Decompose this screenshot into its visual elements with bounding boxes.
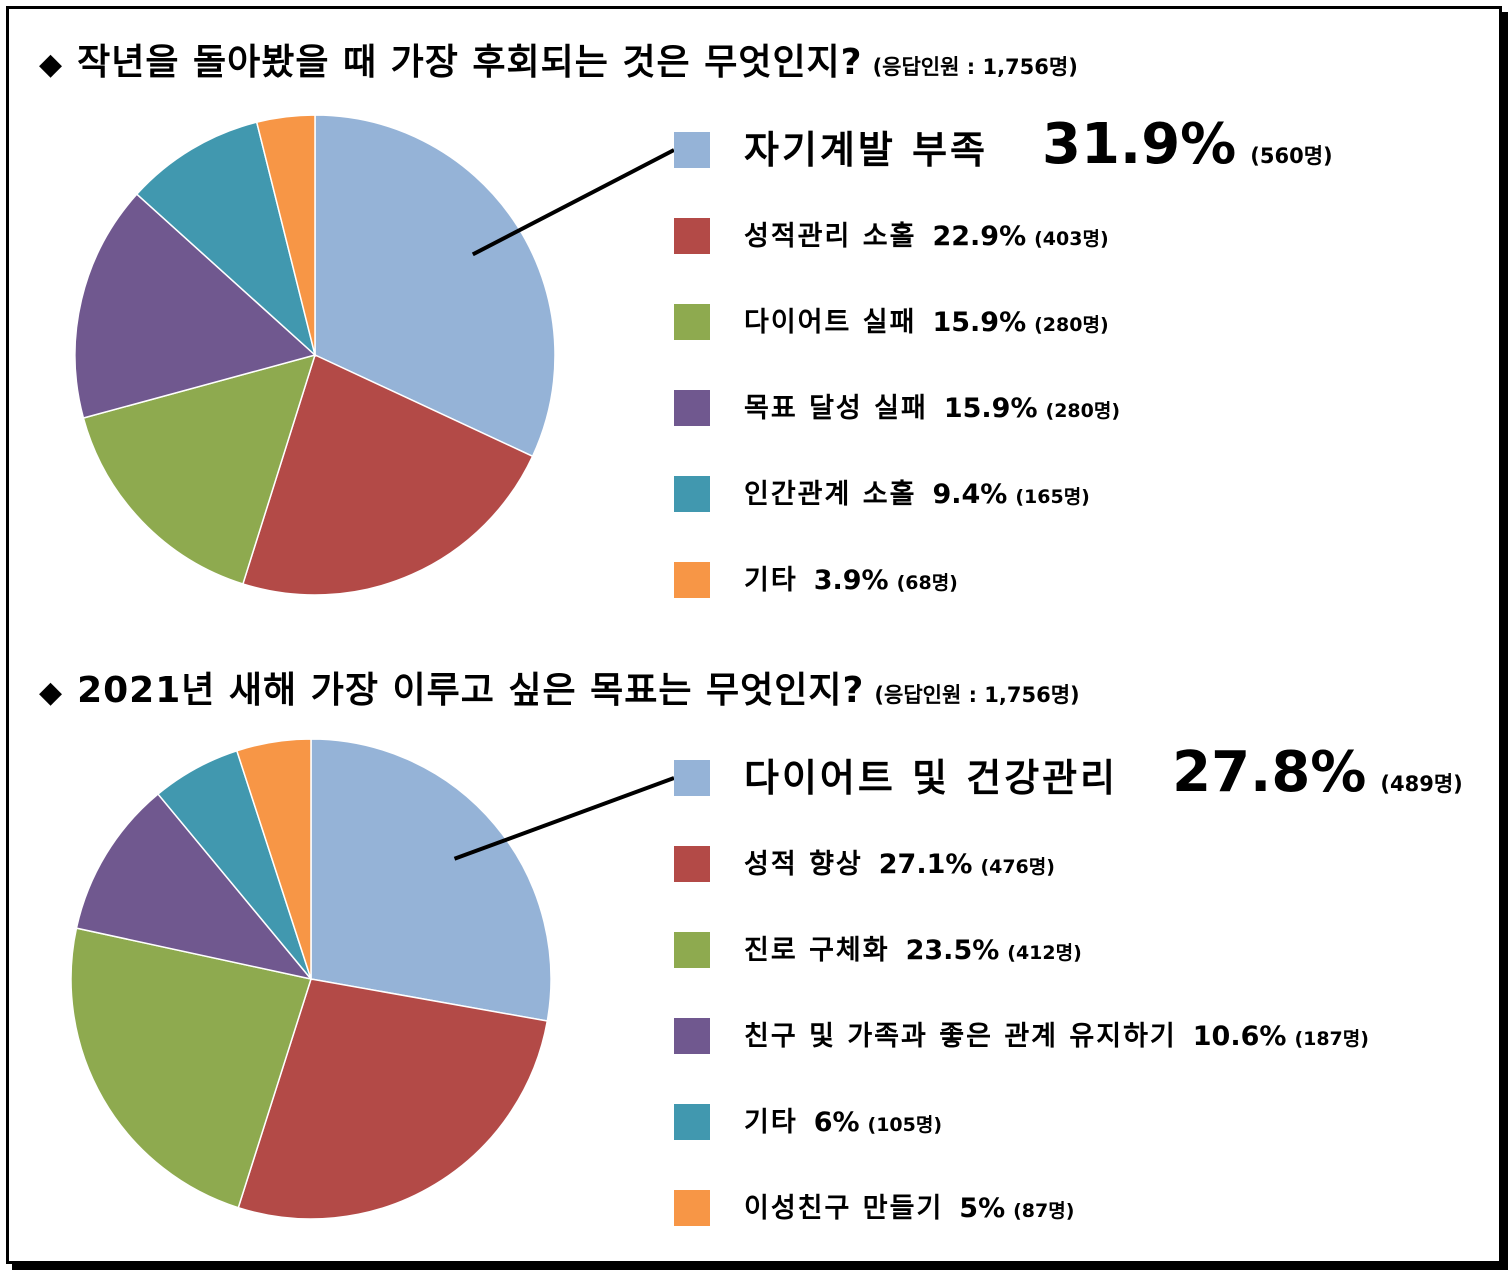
pie-chart — [70, 738, 675, 1220]
chart-section-regret: ◆ 작년을 돌아봤을 때 가장 후회되는 것은 무엇인지? (응답인원 : 1,75… — [9, 9, 1499, 629]
legend-label: 기타 — [744, 565, 798, 596]
data-label-percent: 5% — [959, 1193, 1006, 1224]
data-label-count: (560명) — [1250, 144, 1333, 168]
data-label-percent: 22.9% — [932, 221, 1027, 252]
pie-slice — [237, 978, 549, 1220]
data-label-percent: 6% — [813, 1107, 860, 1138]
legend-label: 자기계발 부족 — [744, 128, 988, 172]
legend-swatch — [674, 390, 710, 426]
legend-label: 진로 구체화 — [744, 935, 890, 966]
data-label-count: (412명) — [1007, 942, 1082, 964]
chart-heading: ◆ 작년을 돌아봤을 때 가장 후회되는 것은 무엇인지? (응답인원 : 1,75… — [39, 33, 1078, 85]
pie-slice — [75, 793, 313, 981]
pie-slice — [255, 114, 316, 356]
chart-title: 2021년 새해 가장 이루고 싶은 목표는 무엇인지? — [77, 670, 865, 711]
data-label-count: (280명) — [1045, 400, 1121, 422]
legend-label: 인간관계 소홀 — [744, 479, 917, 510]
leader-line — [471, 148, 675, 257]
pie-slice — [310, 738, 552, 1022]
chart-heading: ◆ 2021년 새해 가장 이루고 싶은 목표는 무엇인지? (응답인원 : 1,7… — [39, 661, 1080, 713]
diamond-bullet-icon: ◆ — [39, 675, 64, 710]
legend-swatch — [674, 932, 710, 968]
data-label-percent: 27.8% — [1172, 740, 1367, 805]
pie-slice — [135, 121, 317, 358]
legend-swatch — [674, 218, 710, 254]
data-label-count: (68명) — [896, 572, 958, 594]
legend-label: 목표 달성 실패 — [744, 393, 928, 424]
chart-frame: ◆ 작년을 돌아봤을 때 가장 후회되는 것은 무엇인지? (응답인원 : 1,75… — [6, 6, 1502, 1264]
pie-slice — [314, 114, 556, 458]
chart-respondent-note: (응답인원 : 1,756명) — [874, 683, 1080, 707]
data-label-percent: 9.4% — [932, 479, 1008, 510]
pie-slice — [82, 353, 317, 585]
legend-swatch — [674, 846, 710, 882]
legend-swatch — [674, 1018, 710, 1054]
legend-label: 다이어트 실패 — [744, 307, 917, 338]
pie-slice — [74, 193, 317, 419]
chart-title: 작년을 돌아봤을 때 가장 후회되는 것은 무엇인지? — [77, 42, 863, 83]
legend-swatch — [674, 562, 710, 598]
data-label-percent: 23.5% — [905, 935, 1000, 966]
data-label-count: (187명) — [1294, 1028, 1369, 1050]
data-label-count: (489명) — [1380, 772, 1463, 796]
data-label-percent: 3.9% — [813, 565, 889, 596]
data-label-count: (403명) — [1034, 228, 1109, 250]
pie-chart — [74, 114, 675, 596]
data-label-percent: 15.9% — [932, 307, 1027, 338]
legend-swatch — [674, 132, 710, 168]
legend-swatch — [674, 1104, 710, 1140]
legend-swatch — [674, 304, 710, 340]
data-label-count: (87명) — [1013, 1200, 1075, 1222]
legend-label: 성적 향상 — [744, 849, 863, 880]
diamond-bullet-icon: ◆ — [39, 47, 64, 82]
data-label-percent: 10.6% — [1192, 1021, 1287, 1052]
leader-line — [453, 776, 675, 861]
data-label-count: (280명) — [1034, 314, 1109, 336]
chart-respondent-note: (응답인원 : 1,756명) — [872, 55, 1078, 79]
data-label-percent: 31.9% — [1042, 112, 1237, 177]
pie-slice — [70, 927, 312, 1209]
legend-label: 다이어트 및 건강관리 — [744, 756, 1119, 800]
legend-swatch — [674, 1190, 710, 1226]
data-label-count: (476명) — [980, 856, 1055, 878]
legend-label: 기타 — [744, 1107, 798, 1138]
data-label-percent: 27.1% — [878, 849, 973, 880]
legend-swatch — [674, 476, 710, 512]
data-label-count: (165명) — [1015, 486, 1090, 508]
legend-swatch — [674, 760, 710, 796]
data-label-percent: 15.9% — [943, 393, 1038, 424]
data-label-count: (105명) — [867, 1114, 943, 1136]
chart-section-goals: ◆ 2021년 새해 가장 이루고 싶은 목표는 무엇인지? (응답인원 : 1,7… — [9, 637, 1499, 1261]
pie-slice — [235, 738, 312, 980]
legend-label: 성적관리 소홀 — [744, 221, 917, 252]
pie-slice — [241, 353, 534, 596]
legend-label: 친구 및 가족과 좋은 관계 유지하기 — [744, 1021, 1177, 1052]
legend-label: 이성친구 만들기 — [744, 1193, 944, 1224]
